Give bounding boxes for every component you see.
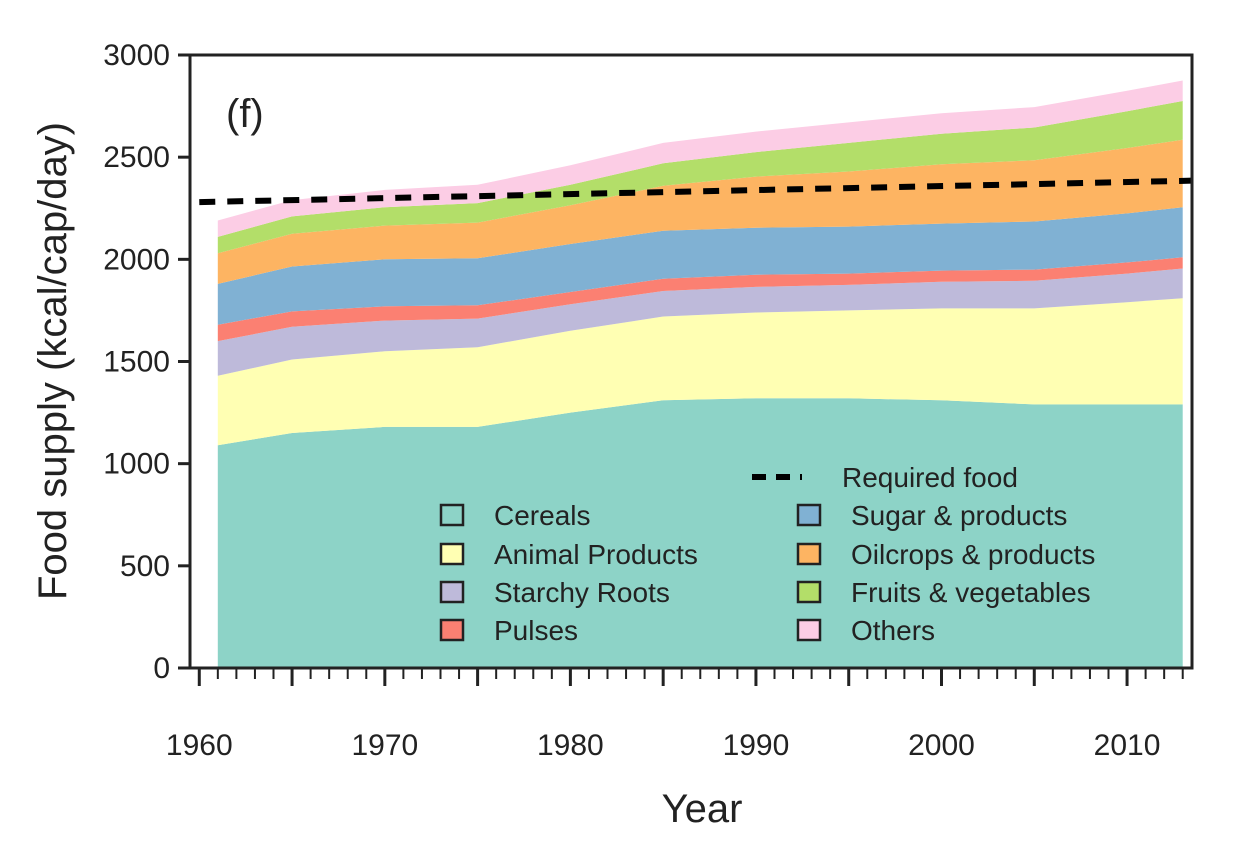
legend-swatch-oilcrops-and-products	[796, 542, 822, 566]
area-animal-products	[217, 298, 1183, 446]
y-axis-title: Food supply (kcal/cap/day)	[31, 122, 75, 600]
legend-label-animal-products: Animal Products	[494, 539, 698, 570]
legend-label-cereals: Cereals	[494, 500, 590, 531]
legend-swatch-fruits-and-vegetables	[796, 580, 822, 604]
x-axis-title: Year	[662, 787, 743, 831]
required-food-line	[199, 177, 1192, 206]
y-tick-label: 2500	[103, 141, 170, 174]
y-tick-label: 0	[153, 652, 170, 685]
x-tick-label: 1960	[166, 729, 233, 762]
legend-swatch-cereals	[439, 503, 465, 527]
x-tick-label: 2010	[1094, 729, 1161, 762]
panel-label: (f)	[226, 92, 264, 136]
legend-swatch-animal-products	[439, 542, 465, 566]
x-tick-label: 1970	[351, 729, 418, 762]
y-tick-label: 3000	[103, 39, 170, 72]
area-cereals	[217, 398, 1183, 668]
area-sugar-and-products	[217, 207, 1183, 325]
x-tick-label: 1990	[723, 729, 790, 762]
area-starchy-roots	[217, 268, 1183, 376]
area-pulses	[217, 257, 1183, 342]
y-tick-label: 2000	[103, 243, 170, 276]
legend-label-oilcrops-and-products: Oilcrops & products	[851, 539, 1095, 570]
y-tick-label: 1500	[103, 346, 170, 379]
x-axis: 1960 1970 1980 1990 2000 2010	[166, 668, 1184, 762]
legend-label-required-food: Required food	[842, 462, 1018, 493]
legend-label-starchy-roots: Starchy Roots	[494, 577, 670, 608]
required-food-line-group	[199, 177, 1192, 206]
legend-label-fruits-and-vegetables: Fruits & vegetables	[851, 577, 1091, 608]
area-oilcrops-and-products	[217, 139, 1183, 284]
legend-label-others: Others	[851, 615, 935, 646]
legend: Required food Cereals Animal Products Starc…	[439, 462, 1095, 646]
area-fruits-and-vegetables	[217, 101, 1183, 254]
x-tick-label: 1980	[537, 729, 604, 762]
y-axis: 0 500 1000 1500 2000 2500 3000	[103, 39, 190, 685]
legend-swatch-others	[796, 618, 822, 642]
legend-swatch-sugar-and-products	[796, 503, 822, 527]
y-tick-label: 500	[120, 550, 170, 583]
legend-swatch-pulses	[439, 618, 465, 642]
legend-label-sugar-and-products: Sugar & products	[851, 500, 1067, 531]
y-tick-label: 1000	[103, 448, 170, 481]
legend-label-pulses: Pulses	[494, 615, 578, 646]
legend-swatch-starchy-roots	[439, 580, 465, 604]
x-tick-label: 2000	[908, 729, 975, 762]
